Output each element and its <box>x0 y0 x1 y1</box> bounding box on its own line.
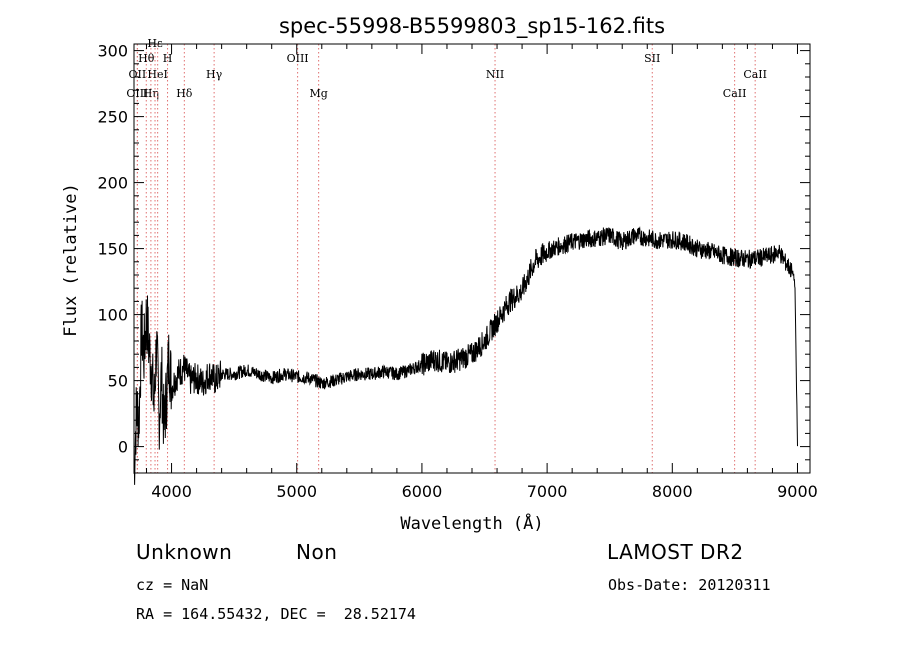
line-label: CaII <box>723 87 747 100</box>
plot-frame <box>133 43 811 474</box>
chart-title: spec-55998-B5599803_sp15-162.fits <box>279 14 665 39</box>
spectrum-line <box>133 226 798 485</box>
redshift-label: cz = NaN <box>136 576 209 594</box>
y-tick-label: 150 <box>97 240 128 259</box>
line-label: Hδ <box>176 87 193 100</box>
line-label: OII <box>129 68 147 81</box>
line-label: Hη <box>143 87 159 100</box>
x-tick-label: 5000 <box>276 482 317 501</box>
y-axis-title: Flux (relative) <box>61 183 81 337</box>
class-label: Unknown <box>136 540 233 564</box>
line-label: NII <box>486 68 504 81</box>
y-tick-label: 300 <box>97 42 128 61</box>
x-tick-label: 8000 <box>652 482 693 501</box>
y-tick-label: 0 <box>118 438 128 457</box>
y-tick-label: 200 <box>97 174 128 193</box>
line-label: SII <box>644 52 660 65</box>
line-label: OIII <box>126 87 148 100</box>
x-tick-label: 9000 <box>777 482 818 501</box>
y-tick-label: 250 <box>97 108 128 127</box>
coordinates-label: RA = 164.55432, DEC = 28.52174 <box>136 605 416 623</box>
line-label: Mg <box>309 87 327 100</box>
plot-area: HθOIIOIIIHηHεHeIHHδHγOIIIMgNIISIICaIICaI… <box>97 37 817 501</box>
obs-date-label: Obs-Date: 20120311 <box>608 576 771 594</box>
survey-label: LAMOST DR2 <box>607 540 744 564</box>
y-tick-label: 50 <box>108 372 128 391</box>
subclass-label: Non <box>296 540 338 564</box>
line-label: OIII <box>287 52 309 65</box>
line-label: Hγ <box>206 68 223 81</box>
x-tick-label: 4000 <box>151 482 192 501</box>
line-label: HeI <box>147 68 167 81</box>
line-label: Hθ <box>138 52 155 65</box>
line-label: H <box>163 52 173 65</box>
x-tick-label: 7000 <box>527 482 568 501</box>
line-label: CaII <box>743 68 767 81</box>
y-tick-label: 100 <box>97 306 128 325</box>
x-tick-label: 6000 <box>402 482 443 501</box>
x-axis-title: Wavelength (Å) <box>400 512 543 534</box>
